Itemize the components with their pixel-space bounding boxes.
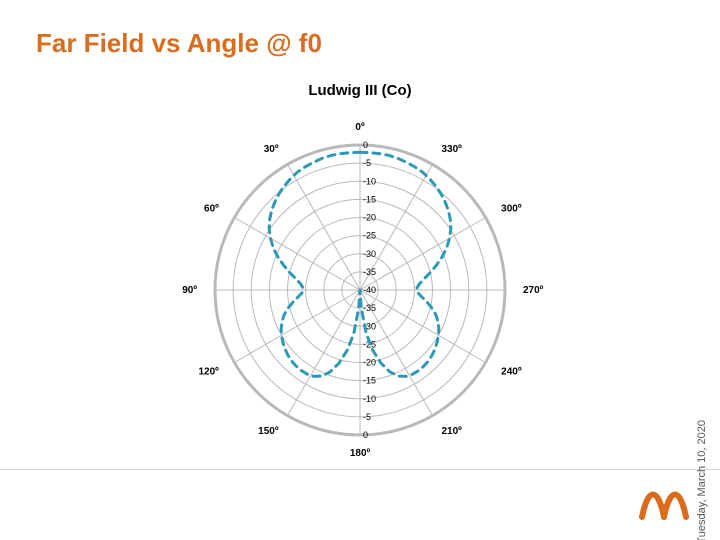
radial-tick-label: -20 <box>363 213 376 223</box>
product-logo-icon <box>638 481 690 526</box>
angular-tick-label: 330º <box>442 144 463 155</box>
footer-version-text: Antenna Magus 10.1.0: Tuesday, March 10,… <box>696 420 708 540</box>
radial-tick-label: -10 <box>363 394 376 404</box>
product-date: : Tuesday, March 10, 2020 <box>696 420 708 540</box>
angular-tick-label: 120º <box>198 367 219 378</box>
radial-tick-label: -40 <box>363 285 376 295</box>
angular-tick-label: 180º <box>350 448 371 459</box>
radial-tick-label: -15 <box>363 376 376 386</box>
angular-tick-label: 30º <box>264 144 279 155</box>
chart-subtitle: Ludwig III (Co) <box>0 82 720 99</box>
radial-tick-label: -20 <box>363 358 376 368</box>
angular-tick-label: 0º <box>355 122 365 133</box>
angular-tick-label: 60º <box>204 204 219 215</box>
radial-tick-label: -5 <box>363 158 371 168</box>
radial-tick-label: -25 <box>363 231 376 241</box>
angular-tick-label: 150º <box>258 426 279 437</box>
radial-tick-label: -35 <box>363 303 376 313</box>
radial-tick-label: 0 <box>363 140 368 150</box>
angular-tick-label: 240º <box>501 367 522 378</box>
radial-tick-label: -15 <box>363 194 376 204</box>
angular-tick-label: 210º <box>442 426 463 437</box>
radial-tick-label: -10 <box>363 176 376 186</box>
polar-chart: 0º 330º 300º 270º 240º 210º 180º 150º 120º 90º 60º… <box>160 100 560 480</box>
radial-tick-label: -35 <box>363 267 376 277</box>
radial-tick-label: -30 <box>363 249 376 259</box>
footer-rule <box>0 469 720 470</box>
angular-tick-label: 270º <box>523 285 544 296</box>
page-title: Far Field vs Angle @ f0 <box>36 28 322 59</box>
radial-tick-label: -5 <box>363 412 371 422</box>
radial-tick-label: 0 <box>363 430 368 440</box>
angular-tick-label: 90º <box>182 285 197 296</box>
angular-tick-label: 300º <box>501 204 522 215</box>
